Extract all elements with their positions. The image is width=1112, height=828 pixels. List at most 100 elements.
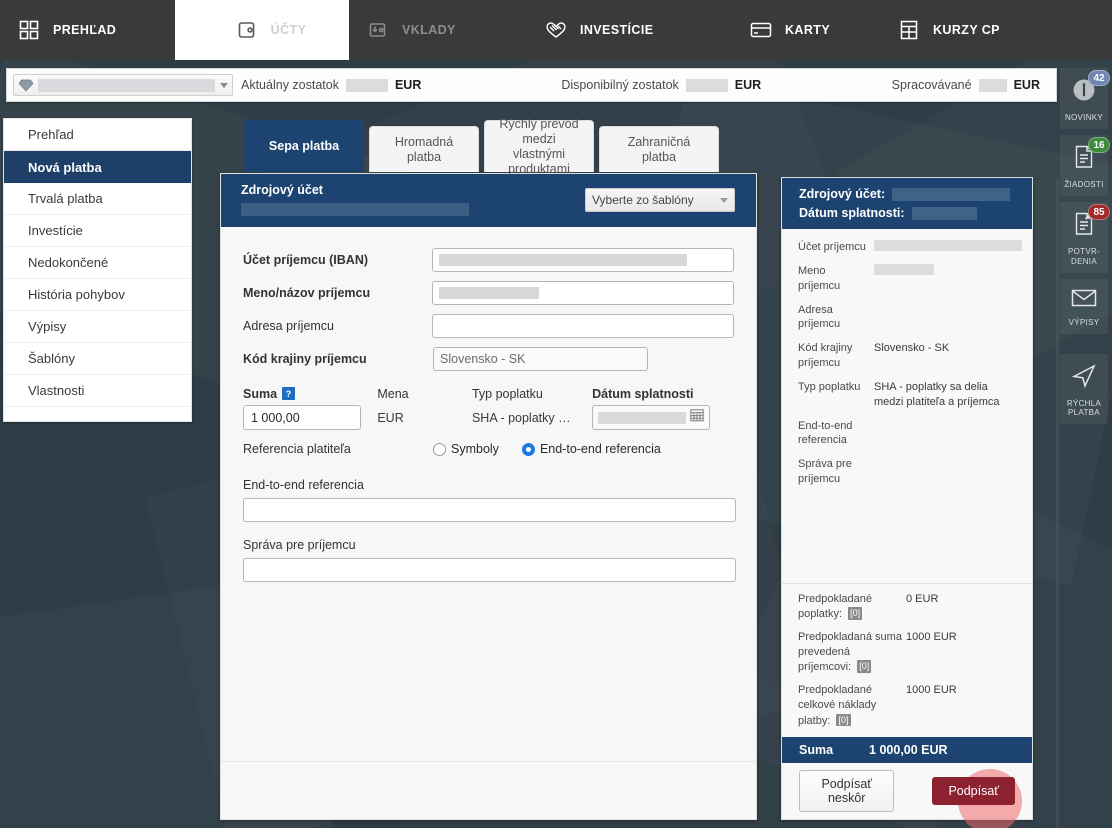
- calendar-icon[interactable]: [690, 408, 704, 427]
- nav-label-investicie: INVESTÍCIE: [580, 23, 654, 37]
- field-row-country: Kód krajiny príjemcu Slovensko - SK: [243, 342, 734, 375]
- radio-symboly-input[interactable]: [433, 442, 446, 456]
- tab-hromadna-platba[interactable]: Hromadná platba: [369, 126, 479, 172]
- input-duedate[interactable]: [592, 405, 711, 430]
- input-iban[interactable]: [432, 247, 734, 272]
- summary-panel: Zdrojový účet: Dátum splatnosti: Účet pr…: [781, 177, 1033, 828]
- radio-symboly[interactable]: Symboly: [433, 442, 499, 456]
- nav-item-kurzy-cp[interactable]: KURZY CP: [880, 0, 1050, 60]
- total-row-costs-text: Predpokladané celkové náklady platby:: [798, 683, 877, 727]
- balance-processing-label: Spracovávané: [891, 78, 972, 92]
- input-e2e-reference[interactable]: [243, 498, 736, 522]
- nav-label-prehlad: PREHĽAD: [53, 23, 117, 37]
- summary-source-account-value: [892, 187, 1011, 201]
- source-account-label: Zdrojový účet: [241, 183, 323, 197]
- card-icon: [748, 17, 774, 43]
- nav-label-karty: KARTY: [785, 23, 831, 37]
- summary-total-value: 1 000,00 EUR: [869, 743, 948, 757]
- sidebar-item-vypisy[interactable]: Výpisy: [4, 311, 191, 343]
- total-row-transferred-key: Predpokladaná suma prevedená príjemcovi:…: [798, 630, 902, 676]
- nav-item-ucty[interactable]: ÚČTY: [175, 0, 349, 60]
- label-currency: Mena: [377, 386, 409, 401]
- sidebar-item-historia-pohybov[interactable]: História pohybov: [4, 279, 191, 311]
- scrollbar-track[interactable]: [1056, 178, 1059, 828]
- rail-item-vypisy[interactable]: VÝPISY: [1060, 278, 1108, 334]
- account-bar: Aktuálny zostatok EUR Disponibilný zosta…: [6, 68, 1057, 102]
- account-selector[interactable]: [13, 74, 233, 96]
- right-rail: 42 NOVINKY 16 ŽIADOSTI 8: [1056, 60, 1112, 828]
- sidebar-item-nedokoncene[interactable]: Nedokončené: [4, 247, 191, 279]
- sidebar-item-nova-platba[interactable]: Nová platba: [4, 151, 191, 183]
- label-amount: Suma ?: [243, 382, 377, 405]
- send-icon: [1071, 363, 1097, 394]
- balance-available-label: Disponibilný zostatok: [561, 78, 679, 92]
- sidebar-item-sablony[interactable]: Šablóny: [4, 343, 191, 375]
- sign-button[interactable]: Podpísať: [932, 777, 1015, 805]
- grid-icon: [16, 17, 42, 43]
- rail-item-potvrdenia[interactable]: 85 POTVR- DENIA: [1060, 202, 1110, 273]
- rail-badge-potvrdenia: 85: [1088, 204, 1110, 221]
- total-row-fees-value: 0 EUR: [906, 592, 939, 605]
- total-row-costs-key: Predpokladané celkové náklady platby: [0…: [798, 683, 902, 729]
- redacted-value: [874, 263, 934, 275]
- sidebar-item-vlastnosti[interactable]: Vlastnosti: [4, 375, 191, 407]
- label-iban: Účet príjemcu (IBAN): [243, 252, 369, 267]
- label-country: Kód krajiny príjemcu: [243, 351, 367, 366]
- rail-label-ziadosti: ŽIADOSTI: [1064, 180, 1104, 190]
- summary-row-key: Účet príjemcu: [798, 241, 866, 253]
- input-amount[interactable]: 1 000,00: [243, 405, 361, 430]
- chevron-down-icon: [220, 82, 228, 88]
- nav-item-prehlad[interactable]: PREHĽAD: [0, 0, 175, 60]
- balance-processing-value: [978, 78, 1007, 92]
- sidebar-item-trvala-platba[interactable]: Trvalá platba: [4, 183, 191, 215]
- nav-item-vklady[interactable]: VKLADY: [349, 0, 527, 60]
- rail-label-vypisy: VÝPISY: [1068, 317, 1100, 327]
- field-row-iban: Účet príjemcu (IBAN): [243, 243, 734, 276]
- field-row-name: Meno/názov príjemcu: [243, 276, 734, 309]
- sidebar-item-investicie[interactable]: Investície: [4, 215, 191, 247]
- input-name[interactable]: [432, 280, 734, 305]
- tab-zahranicna-platba[interactable]: Zahraničná platba: [599, 126, 719, 172]
- balance-available: Disponibilný zostatok EUR: [561, 78, 761, 92]
- reference-row: Referencia platiteľa Symboly End-to-end …: [243, 436, 734, 462]
- summary-row-value: [870, 263, 1018, 294]
- input-iban-value: [439, 253, 688, 266]
- template-select[interactable]: Vyberte zo šablóny: [585, 188, 735, 212]
- input-country[interactable]: Slovensko - SK: [433, 346, 648, 371]
- value-fee-type[interactable]: SHA - poplatky …: [471, 410, 571, 425]
- input-amount-value: 1 000,00: [251, 410, 300, 425]
- chevron-down-icon: [720, 197, 728, 203]
- total-row-costs: Predpokladané celkové náklady platby: [0…: [798, 683, 1018, 729]
- zero-badge: [0]: [857, 660, 872, 674]
- radio-end-to-end[interactable]: End-to-end referencia: [521, 442, 661, 456]
- radio-end-to-end-input[interactable]: [521, 442, 535, 456]
- value-currency: EUR: [377, 410, 404, 425]
- tab-rychly-prevod[interactable]: Rýchly prevod medzi vlastnými produktami: [484, 117, 594, 176]
- rail-item-novinky[interactable]: 42 NOVINKY: [1060, 68, 1110, 130]
- total-row-fees-key: Predpokladané poplatky: [0]: [798, 592, 902, 623]
- nav-item-investicie[interactable]: INVESTÍCIE: [527, 0, 732, 60]
- input-country-value: Slovensko - SK: [440, 351, 526, 366]
- total-row-transferred: Predpokladaná suma prevedená príjemcovi:…: [798, 630, 1018, 676]
- sidebar-label-nova-platba: Nová platba: [28, 159, 102, 175]
- zero-badge: [0]: [848, 607, 863, 620]
- summary-duedate: Dátum splatnosti:: [799, 206, 1032, 220]
- rail-badge-novinky: 42: [1088, 70, 1110, 86]
- tab-sepa-platba[interactable]: Sepa platba: [244, 120, 364, 172]
- rail-item-rychla-platba[interactable]: RÝCHLA PLATBA: [1060, 353, 1108, 425]
- sidebar-label-vlastnosti: Vlastnosti: [28, 383, 85, 398]
- info-icon: [1071, 77, 1097, 108]
- sign-later-button[interactable]: Podpísať neskôr: [799, 770, 895, 812]
- summary-source-account-label: Zdrojový účet:: [799, 187, 886, 201]
- sidebar-item-prehlad[interactable]: Prehľad: [4, 119, 191, 151]
- rail-item-ziadosti[interactable]: 16 ŽIADOSTI: [1060, 135, 1110, 197]
- input-address[interactable]: [432, 313, 734, 338]
- balance-processing-currency: EUR: [1013, 78, 1040, 92]
- input-duedate-value: [598, 411, 687, 424]
- nav-item-karty[interactable]: KARTY: [732, 0, 880, 60]
- summary-row-key: Typ poplatku: [798, 380, 861, 393]
- table-icon: [896, 17, 922, 43]
- balance-current-currency: EUR: [394, 78, 422, 92]
- input-message[interactable]: [243, 558, 736, 582]
- help-icon[interactable]: ?: [282, 387, 296, 400]
